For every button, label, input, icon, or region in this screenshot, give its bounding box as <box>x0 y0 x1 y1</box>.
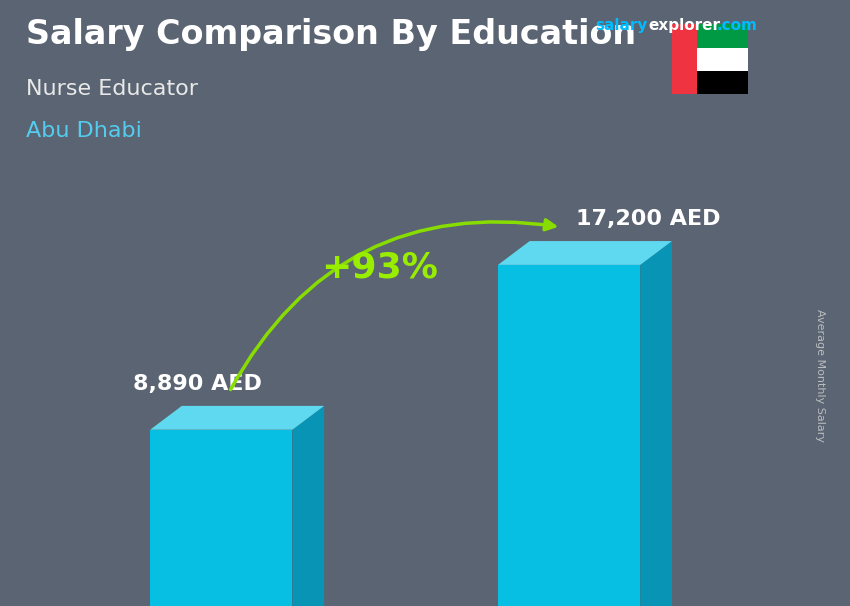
Text: Average Monthly Salary: Average Monthly Salary <box>815 309 825 442</box>
Text: 8,890 AED: 8,890 AED <box>133 374 262 394</box>
Text: Nurse Educator: Nurse Educator <box>26 79 197 99</box>
Bar <box>672 24 697 94</box>
Text: 17,200 AED: 17,200 AED <box>576 209 721 229</box>
Text: Salary Comparison By Education: Salary Comparison By Education <box>26 18 636 51</box>
Polygon shape <box>292 406 324 606</box>
Bar <box>697 70 748 94</box>
Bar <box>697 24 748 48</box>
Polygon shape <box>150 430 292 606</box>
Polygon shape <box>150 406 324 430</box>
Text: salary: salary <box>595 18 648 33</box>
Text: .com: .com <box>717 18 757 33</box>
Polygon shape <box>498 265 640 606</box>
Text: explorer: explorer <box>649 18 721 33</box>
Text: +93%: +93% <box>321 251 438 285</box>
Text: Abu Dhabi: Abu Dhabi <box>26 121 141 141</box>
Bar <box>697 48 748 70</box>
Polygon shape <box>640 241 672 606</box>
Polygon shape <box>498 241 672 265</box>
